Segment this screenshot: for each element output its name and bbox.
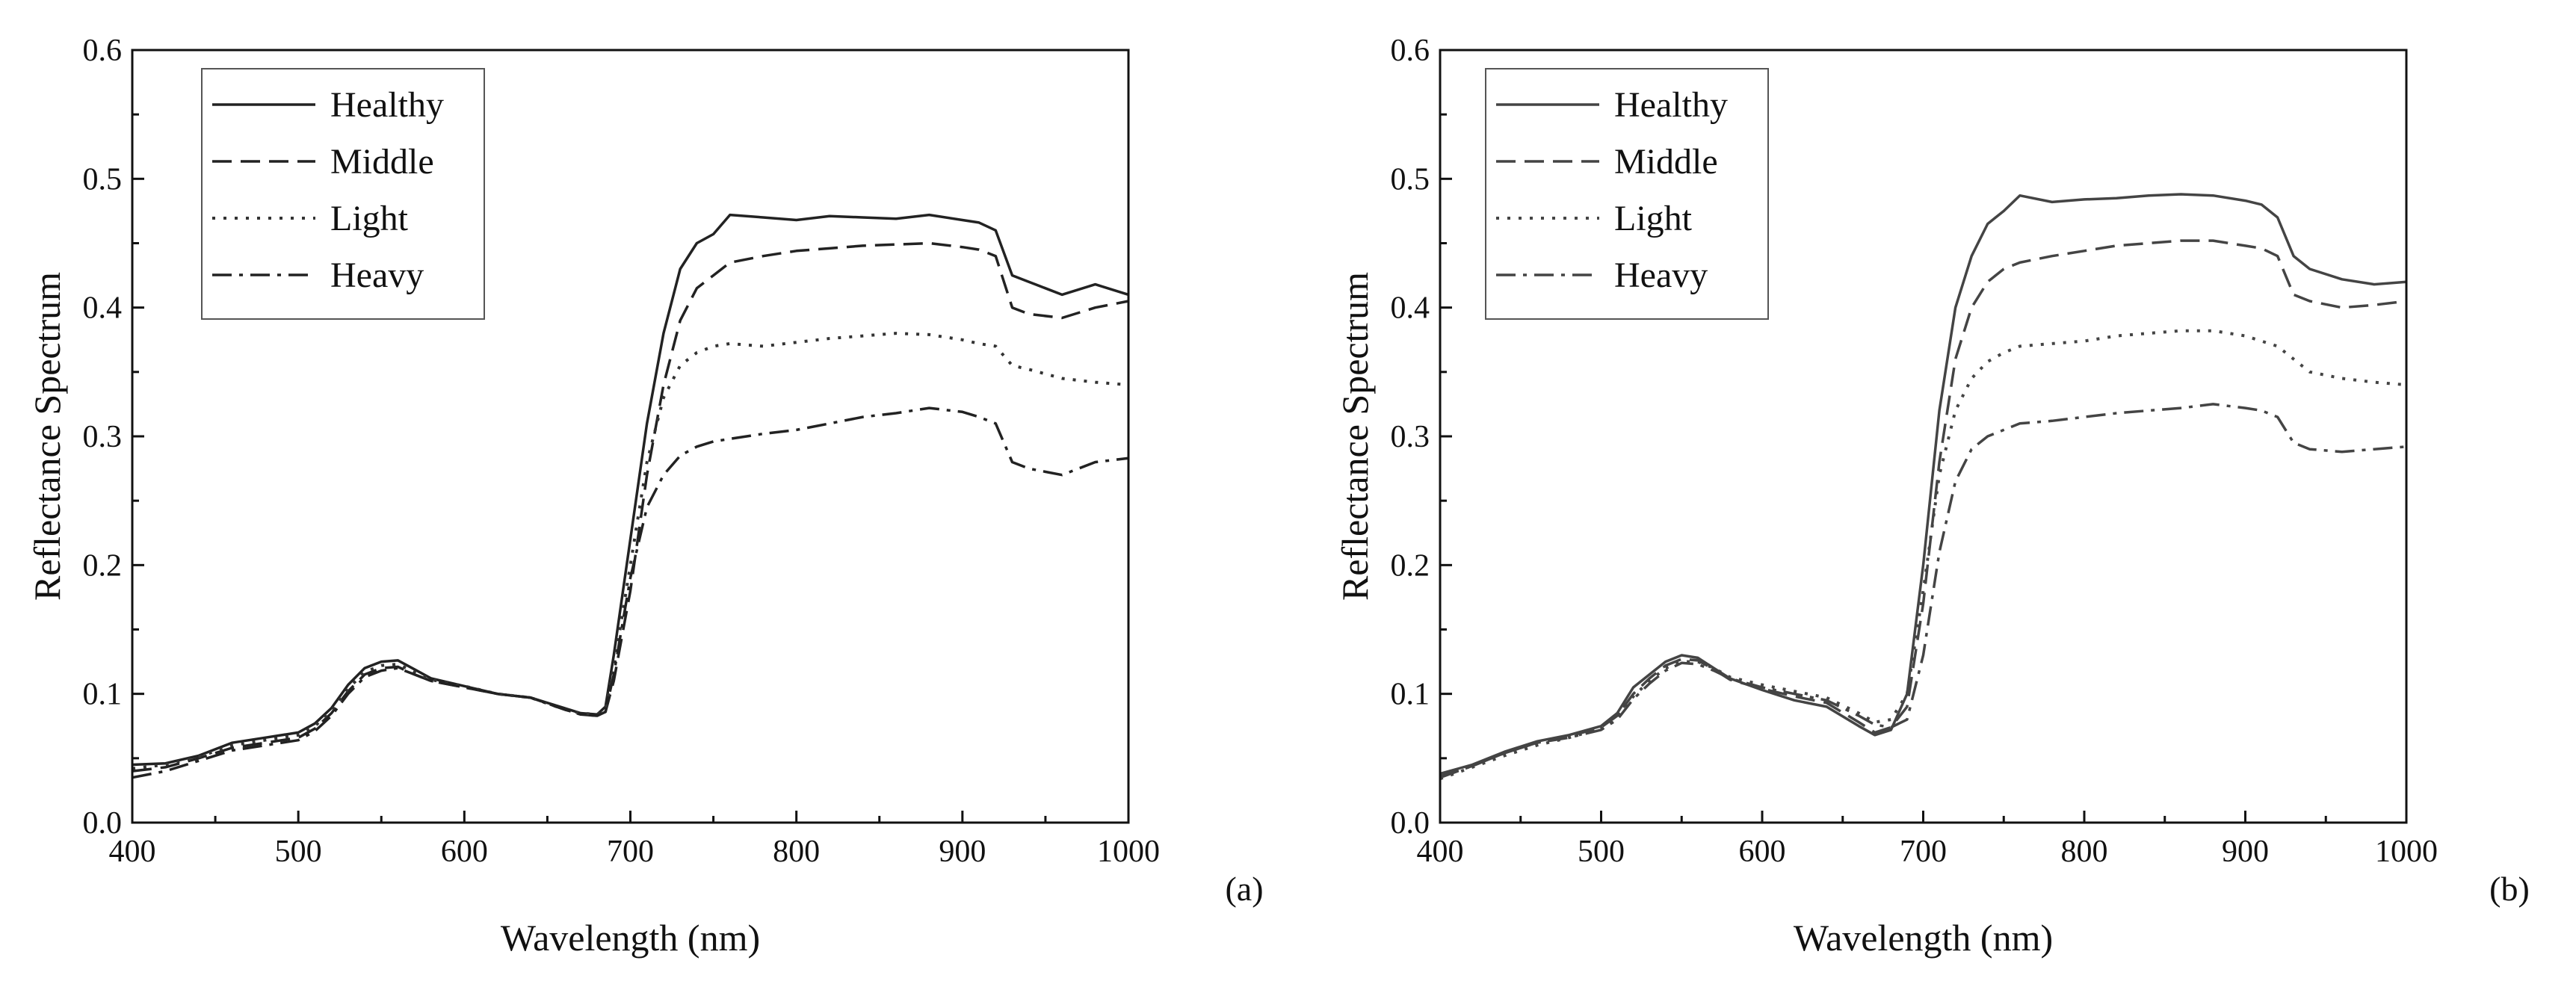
y-tick-label: 0.3	[83, 420, 123, 454]
y-tick-label: 0.2	[83, 548, 123, 583]
series-line-middle	[1439, 239, 2407, 778]
y-tick-label: 0.1	[1391, 678, 1430, 712]
chart-panel-a: 400 500 600 700 800 900 1000 0.0 0.1 0.2 0.3 0.4 0.5…	[26, 34, 1264, 959]
y-tick-label: 0.0	[83, 806, 123, 841]
y-tick-label: 0.1	[83, 678, 123, 712]
x-tick-label: 500	[1578, 835, 1625, 869]
x-tick-label: 800	[773, 835, 820, 869]
legend-label: Middle	[1614, 142, 1718, 182]
y-tick-label: 0.6	[1391, 34, 1430, 68]
x-tick-label: 600	[1739, 835, 1786, 869]
x-tick-label: 700	[607, 835, 654, 869]
series-line-middle	[132, 241, 1129, 773]
x-tick-label: 1000	[1097, 835, 1160, 869]
series-line-healthy	[1439, 193, 2407, 776]
x-tick-label: 1000	[2375, 835, 2438, 869]
y-axis-title: Reflectance Spectrum	[26, 272, 68, 601]
series-group	[1439, 193, 2407, 781]
series-line-light	[132, 332, 1129, 770]
legend-box	[1485, 68, 1769, 320]
y-tick-label: 0.4	[83, 291, 123, 326]
legend-label: Heavy	[330, 256, 424, 295]
legend-label: Light	[1614, 199, 1693, 238]
legend-box	[201, 68, 485, 320]
y-tick-label: 0.0	[1391, 806, 1430, 841]
y-tick-label: 0.2	[1391, 548, 1430, 583]
legend: Healthy Middle Light Heavy	[201, 68, 485, 320]
series-line-healthy	[132, 213, 1129, 767]
y-tick-label: 0.5	[83, 162, 123, 196]
y-tick-label: 0.4	[1391, 291, 1430, 326]
x-tick-label: 500	[275, 835, 322, 869]
x-tick-label: 700	[1900, 835, 1947, 869]
legend-label: Healthy	[330, 85, 444, 125]
x-tick-label: 600	[441, 835, 488, 869]
x-axis-title: Wavelength (nm)	[1794, 917, 2053, 959]
x-axis-title: Wavelength (nm)	[501, 917, 760, 959]
panel-label: (a)	[1225, 870, 1263, 908]
legend-label: Middle	[330, 142, 434, 182]
y-tick-label: 0.5	[1391, 162, 1430, 196]
legend-label: Light	[330, 199, 409, 238]
y-axis-title: Reflectance Spectrum	[1334, 272, 1376, 601]
x-tick-label: 900	[2222, 835, 2269, 869]
series-line-heavy	[132, 406, 1129, 779]
legend-label: Healthy	[1614, 85, 1728, 125]
chart-panel-b: 400 500 600 700 800 900 1000 0.0 0.1 0.2 0.3 0.4 0.5…	[1334, 34, 2530, 959]
y-tick-label: 0.6	[83, 34, 123, 68]
y-tick-label: 0.3	[1391, 420, 1430, 454]
series-line-heavy	[1439, 403, 2407, 779]
x-tick-label: 800	[2061, 835, 2108, 869]
legend: Healthy Middle Light Heavy	[1485, 68, 1769, 320]
x-tick-label: 400	[109, 835, 156, 869]
panel-label: (b)	[2489, 870, 2530, 908]
x-tick-label: 900	[939, 835, 986, 869]
x-tick-label: 400	[1417, 835, 1464, 869]
series-group	[132, 213, 1129, 779]
legend-label: Heavy	[1614, 256, 1708, 295]
